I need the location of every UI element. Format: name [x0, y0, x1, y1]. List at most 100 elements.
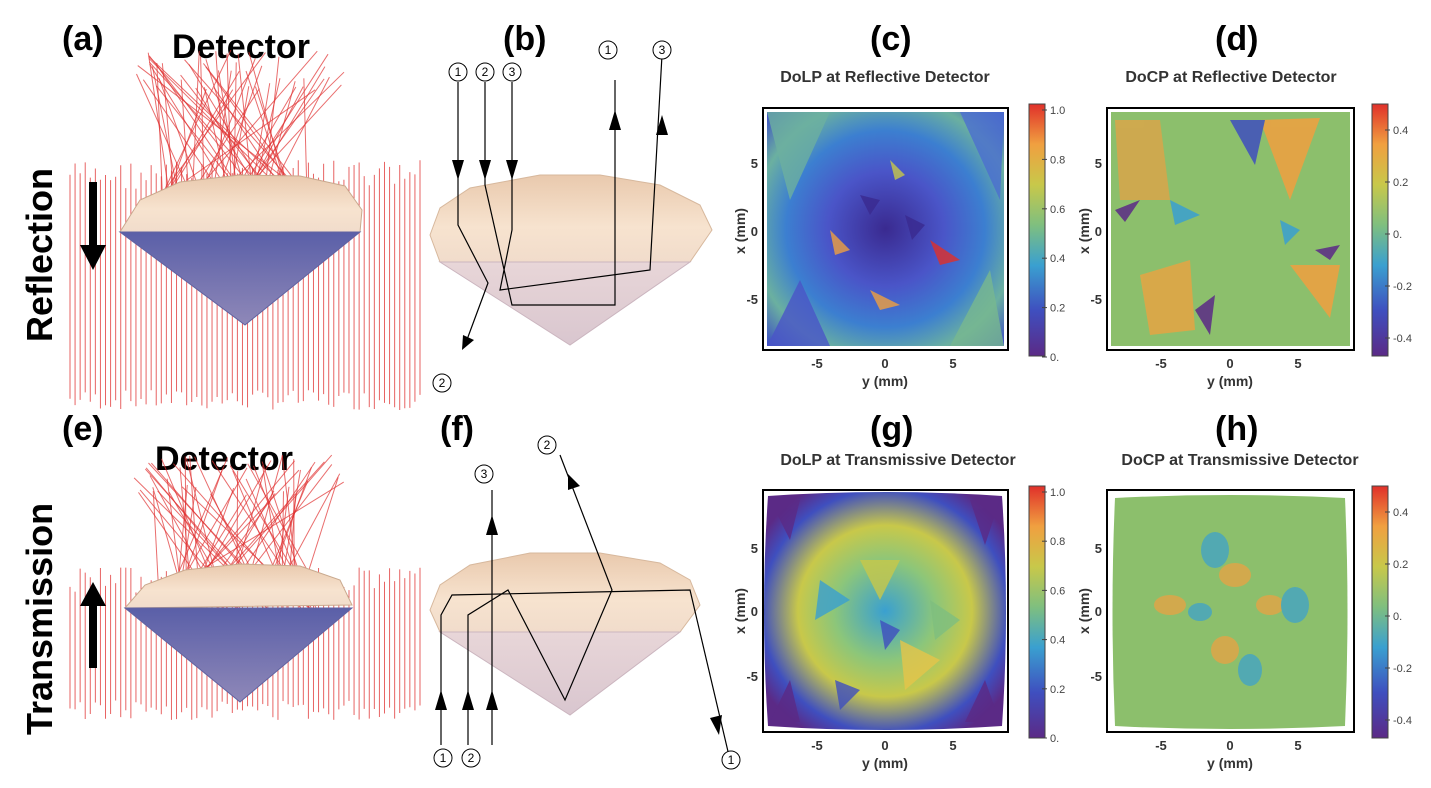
xtick-g-3: 5 [949, 738, 956, 753]
ytick-d-1: 5 [1095, 156, 1102, 171]
ray-path-f1 [440, 589, 731, 761]
xtick-c-1: -5 [811, 356, 823, 371]
xtick-h-3: 5 [1294, 738, 1301, 753]
colorbar-g-tick-label: 0. [1050, 733, 1059, 745]
colorbar-c-tick-label: 0.4 [1050, 253, 1065, 265]
arrow-up-icon [80, 582, 106, 668]
colorbar-ticks-d: 0.4 0.2 0. -0.2 -0.4 [1385, 125, 1412, 345]
colorbar-g-tick-label: 0.8 [1050, 536, 1065, 548]
ray-marker-b-1: 1 [448, 62, 468, 82]
panel-e: (e) Detector [62, 410, 421, 720]
ytick-g-2: 0 [751, 604, 758, 619]
panel-a: (a) Detector [62, 20, 421, 410]
panel-b: (b) 1 2 3 1 3 2 [429, 20, 713, 393]
colorbar-c-tick-label: 0.8 [1050, 154, 1065, 166]
ytick-c-1: 5 [751, 156, 758, 171]
ray-marker-b-bottom-2: 2 [432, 373, 452, 393]
panel-d: (d) DoCP at Reflective Detector -5 0 5 5… [1076, 20, 1412, 389]
colorbar-c-tick-label: 0.2 [1050, 303, 1065, 315]
ray-marker-f-3: 3 [474, 464, 494, 484]
heatmap-g [764, 492, 1006, 730]
colorbar-g-tick-label: 1.0 [1050, 487, 1065, 499]
ray-line [230, 71, 345, 184]
panel-letter-e: (e) [62, 410, 104, 448]
ray-line [254, 78, 281, 186]
ray-line [162, 52, 266, 193]
gem-crown-e [123, 563, 353, 609]
xlabel-h: y (mm) [1207, 755, 1253, 771]
colorbar-ticks-c: 1.0 0.8 0.6 0.4 0.2 0. [1042, 105, 1065, 364]
svg-text:3: 3 [481, 467, 488, 481]
ylabel-h: x (mm) [1076, 588, 1092, 634]
panel-h: (h) DoCP at Transmissive Detector -5 0 5… [1076, 410, 1412, 771]
ray-line [149, 61, 260, 185]
ylabel-d: x (mm) [1076, 208, 1092, 254]
ray-line [247, 463, 318, 588]
ray-line [168, 71, 240, 191]
ray-line [186, 89, 316, 181]
ray-path-f2 [467, 454, 613, 745]
colorbar-c-tick-label: 0.6 [1050, 204, 1065, 216]
row-label-reflection: Reflection [19, 168, 60, 342]
panel-letter-c: (c) [870, 20, 912, 58]
xtick-c-2: 0 [881, 356, 888, 371]
colorbar-c-tick-label: 1.0 [1050, 105, 1065, 117]
panel-letter-g: (g) [870, 410, 913, 448]
panel-f: (f) 3 2 1 2 1 [429, 410, 741, 770]
svg-text:1: 1 [455, 65, 462, 79]
colorbar-d-tick-label: -0.4 [1393, 333, 1412, 345]
ytick-d-2: 0 [1095, 224, 1102, 239]
gem-crown-b [429, 174, 713, 263]
panel-letter-a: (a) [62, 20, 104, 58]
svg-text:2: 2 [468, 751, 475, 765]
ray-marker-f-1-right: 1 [721, 750, 741, 770]
svg-text:3: 3 [509, 65, 516, 79]
ray-line [198, 58, 256, 202]
colorbar-d-tick-label: 0.2 [1393, 177, 1408, 189]
row-label-transmission: Transmission [19, 503, 60, 735]
ray-path-b2 [457, 82, 489, 346]
colorbar-d-tick-label: 0. [1393, 229, 1402, 241]
colorbar-ticks-h: 0.4 0.2 0. -0.2 -0.4 [1385, 507, 1412, 727]
colorbar-h-tick-label: 0.2 [1393, 559, 1408, 571]
detector-label-a: Detector [172, 28, 310, 66]
colorbar-d-tick-label: 0.4 [1393, 125, 1408, 137]
ray-marker-f-2-top: 2 [537, 435, 557, 455]
svg-text:2: 2 [544, 438, 551, 452]
ray-line [215, 51, 226, 189]
colorbar-h-tick-label: -0.2 [1393, 663, 1412, 675]
ray-marker-b-3: 3 [502, 62, 522, 82]
panel-letter-f: (f) [440, 410, 474, 448]
ray-marker-b-exit-3: 3 [652, 40, 672, 60]
ray-line [233, 62, 237, 187]
colorbar-h [1371, 485, 1389, 739]
panel-letter-h: (h) [1215, 410, 1258, 448]
ray-marker-b-2: 2 [475, 62, 495, 82]
colorbar-c-tick-label: 0. [1050, 352, 1059, 364]
colorbar-h-tick-label: -0.4 [1393, 715, 1412, 727]
gem-pavilion-f [438, 631, 682, 716]
xtick-d-3: 5 [1294, 356, 1301, 371]
gem-pavilion-a [118, 231, 362, 326]
xtick-h-1: -5 [1155, 738, 1167, 753]
colorbar-d [1371, 103, 1389, 357]
ray-path-b3 [499, 54, 663, 291]
heatmap-facets-g [770, 500, 1000, 722]
ytick-c-2: 0 [751, 224, 758, 239]
xlabel-g: y (mm) [862, 755, 908, 771]
panel-letter-b: (b) [503, 20, 546, 58]
svg-text:1: 1 [605, 43, 612, 57]
heatmap-facets-d [1115, 118, 1340, 335]
ylabel-c: x (mm) [732, 208, 748, 254]
ray-line [136, 73, 191, 193]
panel-g: (g) DoLP at Transmissive Detector -5 0 5… [732, 410, 1065, 771]
colorbar-h-tick-label: 0.4 [1393, 507, 1408, 519]
ray-line [148, 55, 259, 196]
svg-text:2: 2 [482, 65, 489, 79]
colorbar-g [1028, 485, 1046, 739]
xlabel-d: y (mm) [1207, 373, 1253, 389]
map-title-g: DoLP at Transmissive Detector [780, 452, 1015, 469]
ytick-g-3: -5 [746, 669, 758, 684]
ray-line [161, 63, 174, 186]
